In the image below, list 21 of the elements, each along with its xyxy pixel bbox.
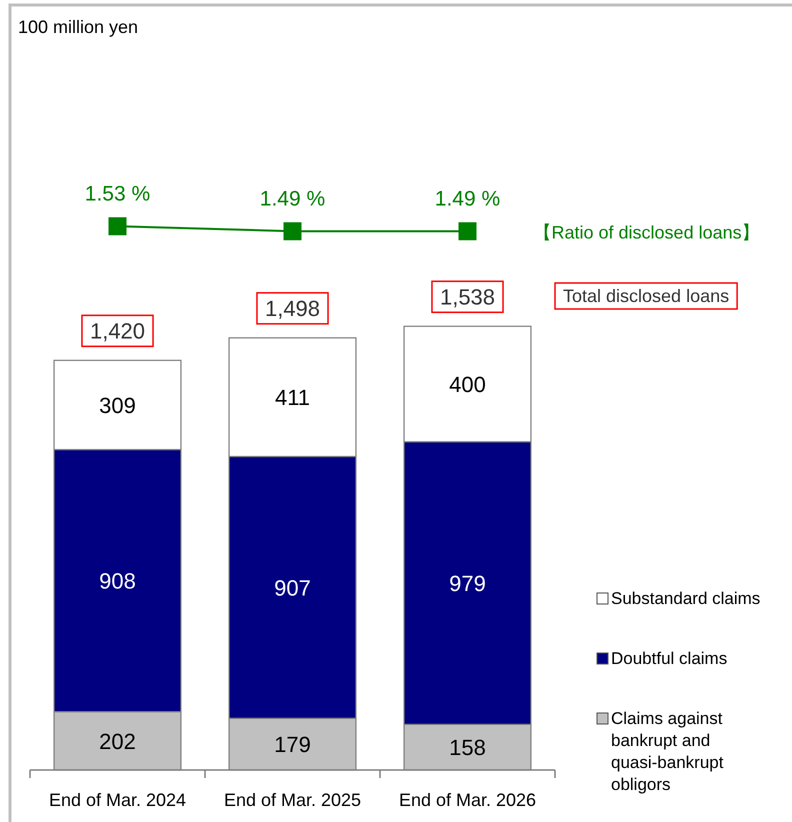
total-label: 1,538 [440,284,496,310]
data-label: 400 [449,372,486,398]
data-label: 1.53 % [84,182,150,206]
data-label: 411 [274,385,310,410]
data-label: 158 [449,735,486,760]
data-label: 202 [99,728,136,754]
x-tick-label: End of Mar. 2026 [398,790,536,810]
x-tick-label: End of Mar. 2025 [224,790,362,810]
data-label: 309 [99,392,136,418]
x-tick-label: End of Mar. 2024 [48,790,186,810]
data-label: 979 [449,571,486,596]
y-axis-title: 100 million yen [18,17,138,37]
total-label: 1,498 [264,296,320,321]
text: 【Ratio of disclosed loans】 [534,222,760,242]
data-label: 907 [274,575,311,600]
text: Total disclosed loans [563,286,730,306]
data-label: 1.49 % [260,187,326,210]
data-label: 908 [99,568,136,594]
data-label: 1.49 % [434,187,500,210]
data-label: 179 [274,732,311,758]
total-label: 1,420 [90,318,146,344]
